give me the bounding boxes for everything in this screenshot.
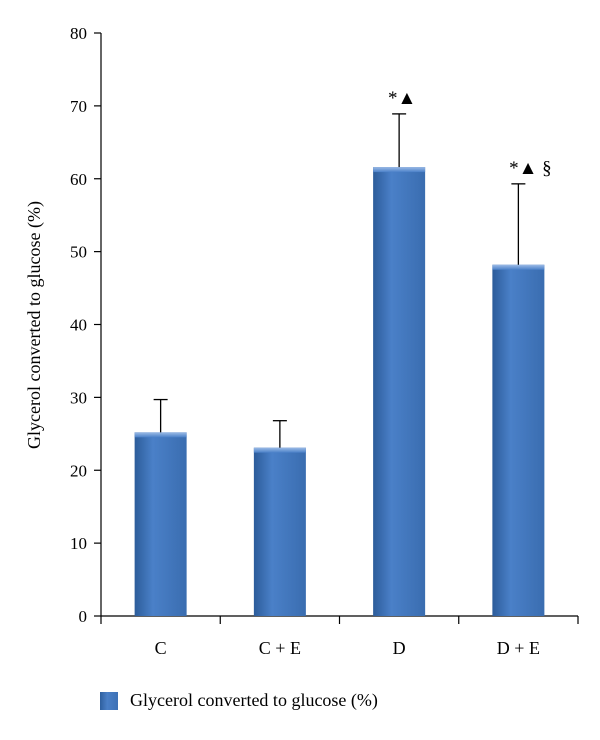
bar <box>134 432 187 616</box>
legend: Glycerol converted to glucose (%) <box>100 690 378 711</box>
bar-highlight <box>134 432 187 438</box>
y-tick-label: 20 <box>70 461 87 480</box>
bar <box>253 447 306 616</box>
bar <box>373 167 426 616</box>
bar-body <box>492 264 545 616</box>
x-tick-label: C <box>155 638 167 658</box>
significance-marker: *▲ § <box>509 158 552 179</box>
legend-label: Glycerol converted to glucose (%) <box>130 690 378 710</box>
x-tick-label: D + E <box>497 638 540 658</box>
legend-swatch <box>100 691 118 710</box>
y-tick-label: 50 <box>70 243 87 262</box>
y-tick-label: 70 <box>70 97 87 116</box>
y-tick-label: 80 <box>70 24 87 43</box>
y-tick-label: 60 <box>70 170 87 189</box>
y-tick-label: 0 <box>79 607 88 626</box>
x-tick-label: D <box>393 638 406 658</box>
y-tick-label: 40 <box>70 316 87 335</box>
bar-highlight <box>373 167 426 173</box>
bar-body <box>253 447 306 616</box>
labels: C C + E D *▲ D + E *▲ § <box>155 88 552 658</box>
bar <box>492 264 545 616</box>
bar-chart: 0 10 20 30 40 50 60 70 80 C C + E D *▲ D + E *▲ § Gly… <box>24 24 579 658</box>
x-tick-label: C + E <box>259 638 301 658</box>
bars <box>134 167 545 616</box>
y-tick-label: 30 <box>70 388 87 407</box>
bar-highlight <box>253 447 306 453</box>
significance-marker: *▲ <box>388 88 416 109</box>
bar-body <box>134 432 187 616</box>
error-bars <box>153 113 526 448</box>
axes: 0 10 20 30 40 50 60 70 80 <box>70 24 579 626</box>
bar-highlight <box>492 264 545 270</box>
y-axis-label: Glycerol converted to glucose (%) <box>24 201 45 449</box>
bar-body <box>373 167 426 616</box>
y-tick-label: 10 <box>70 534 87 553</box>
